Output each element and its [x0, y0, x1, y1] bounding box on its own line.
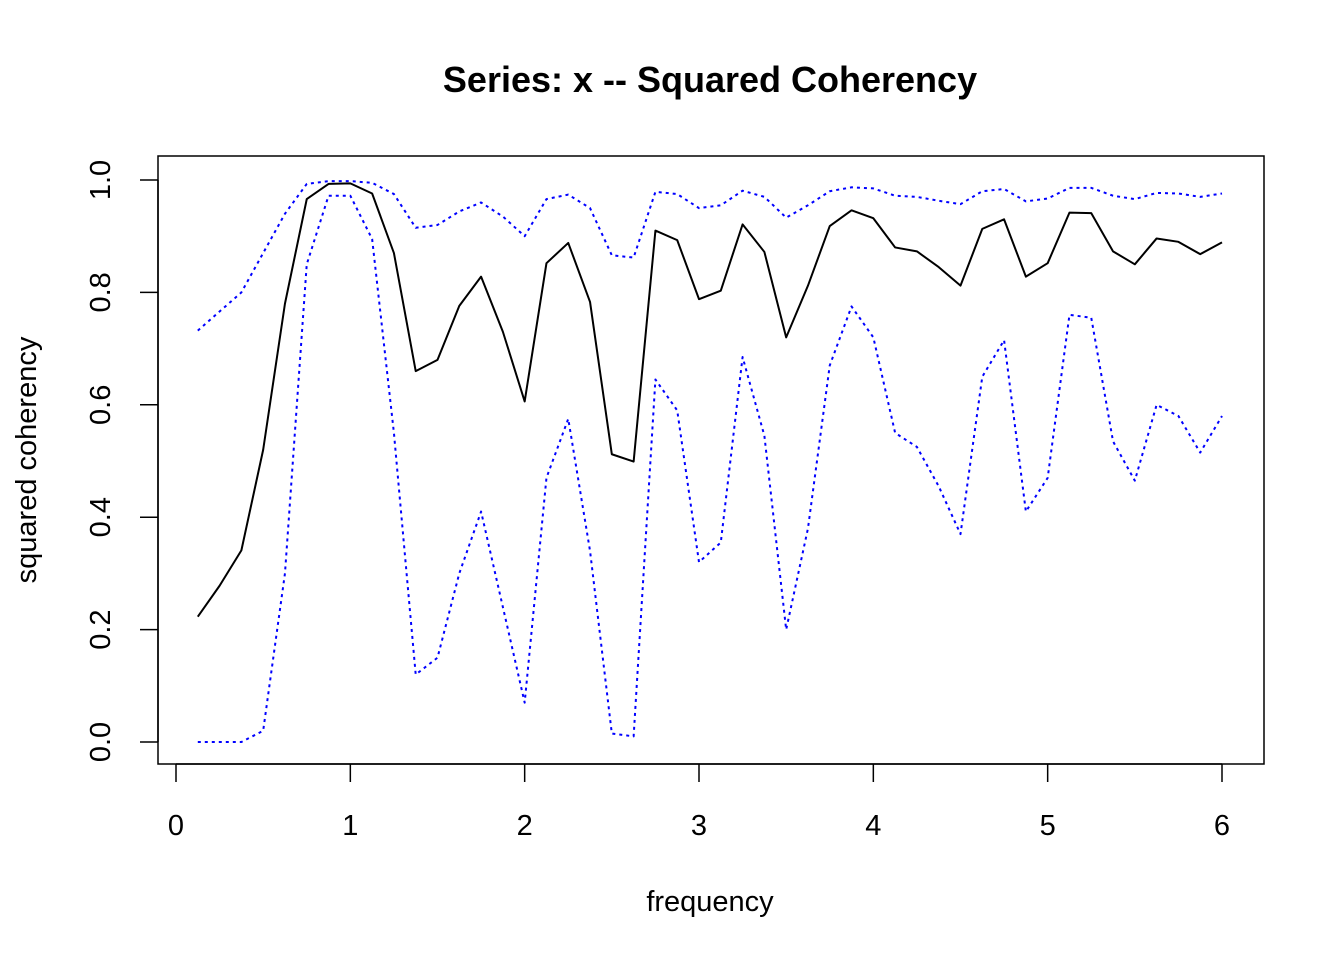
y-axis: 0.0 0.2 0.4 0.6 0.8 1.0: [85, 160, 159, 762]
x-tick-label: 0: [168, 810, 184, 842]
x-tick-label: 4: [865, 810, 881, 842]
chart-title: Series: x -- Squared Coherency: [443, 59, 977, 100]
y-tick-label: 0.8: [85, 272, 117, 312]
series-line-upper: [197, 180, 1223, 332]
x-tick-label: 3: [691, 810, 707, 842]
x-axis-title: frequency: [646, 886, 774, 918]
x-tick-label: 1: [342, 810, 358, 842]
y-axis-title: squared coherency: [11, 336, 43, 583]
x-tick-label: 6: [1214, 810, 1230, 842]
series-layer: [196, 180, 1223, 743]
y-tick-label: 0.2: [85, 609, 117, 649]
plot-frame: [157, 155, 1265, 765]
y-tick-label: 0.6: [85, 385, 117, 425]
y-tick-label: 0.4: [85, 497, 117, 537]
series-line-estimate: [196, 182, 1223, 618]
series-line-lower: [197, 194, 1223, 743]
x-axis: 0 1 2 3 4 5 6: [168, 763, 1230, 842]
y-tick-label: 1.0: [85, 160, 117, 200]
y-tick-label: 0.0: [85, 722, 117, 762]
x-tick-label: 2: [517, 810, 533, 842]
x-tick-label: 5: [1040, 810, 1056, 842]
